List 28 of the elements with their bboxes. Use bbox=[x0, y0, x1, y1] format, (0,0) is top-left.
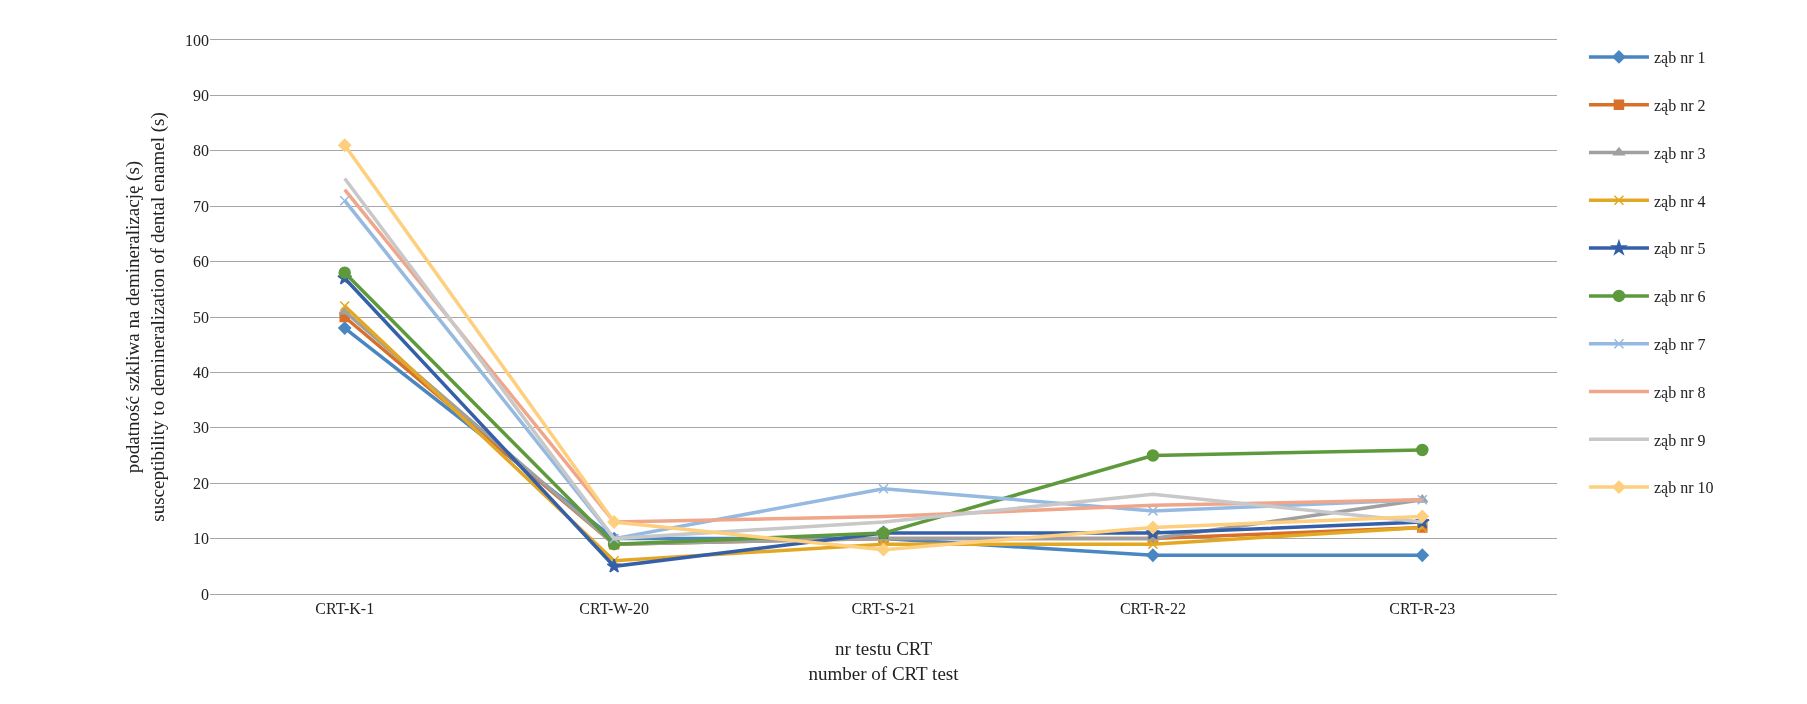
y-tick-label: 10 bbox=[193, 530, 209, 548]
x-axis-title: nr testu CRT number of CRT test bbox=[808, 638, 960, 684]
x-tick-label: CRT-R-23 bbox=[1389, 600, 1456, 618]
legend-label: ząb nr 4 bbox=[1653, 192, 1706, 211]
legend-label: ząb nr 5 bbox=[1653, 240, 1706, 259]
legend-label: ząb nr 3 bbox=[1653, 144, 1706, 163]
y-tick-label: 80 bbox=[193, 142, 209, 160]
y-tick-label: 0 bbox=[201, 585, 209, 603]
y-tick-label: 100 bbox=[185, 31, 209, 49]
y-tick-label: 30 bbox=[193, 419, 209, 437]
x-tick-label: CRT-S-21 bbox=[851, 600, 916, 618]
y-tick-label: 40 bbox=[193, 364, 209, 381]
legend-label: ząb nr 10 bbox=[1653, 479, 1714, 498]
legend-label: ząb nr 8 bbox=[1653, 383, 1706, 402]
x-tick-label: CRT-W-20 bbox=[579, 600, 649, 618]
y-tick-label: 90 bbox=[193, 87, 209, 104]
y-tick-label: 60 bbox=[193, 253, 209, 271]
legend-label: ząb nr 6 bbox=[1653, 288, 1706, 307]
y-tick-label: 50 bbox=[193, 308, 209, 326]
legend-label: ząb nr 9 bbox=[1653, 431, 1706, 450]
legend-label: ząb nr 7 bbox=[1653, 335, 1706, 354]
y-tick-label: 70 bbox=[193, 197, 209, 215]
x-tick-label: CRT-R-22 bbox=[1119, 600, 1186, 618]
y-tick-label: 20 bbox=[193, 474, 209, 492]
legend-label: ząb nr 1 bbox=[1653, 49, 1706, 68]
x-tick-label: CRT-K-1 bbox=[315, 600, 375, 618]
y-axis-title: podatność szkliwa na demineralizację (s) susceptibility to demineralization of dental enamel (s) bbox=[122, 112, 169, 522]
legend-label: ząb nr 2 bbox=[1653, 96, 1706, 115]
